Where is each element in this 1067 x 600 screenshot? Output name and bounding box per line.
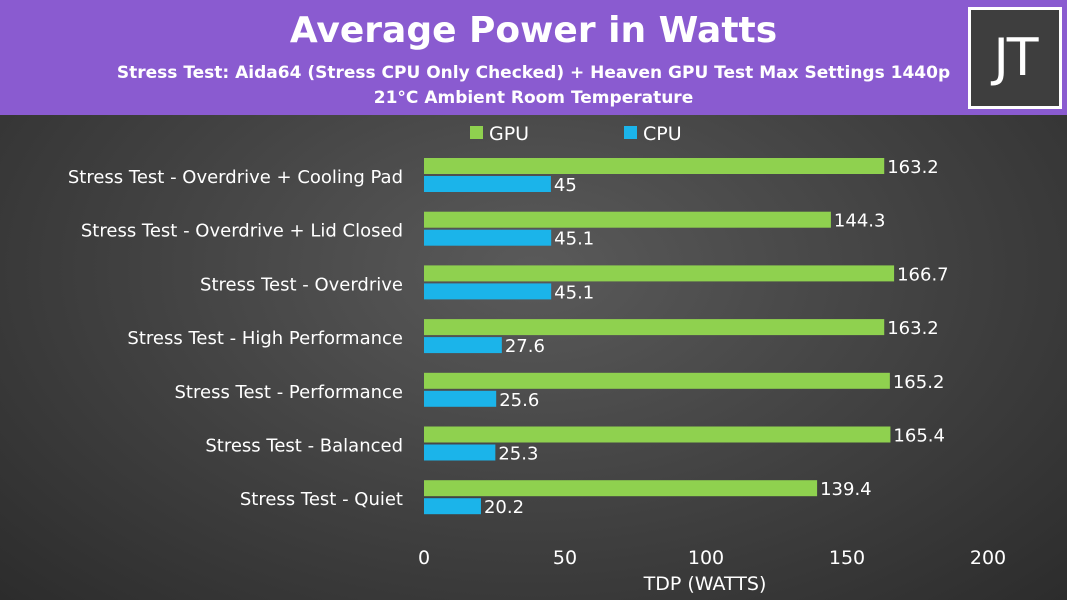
gpu-data-label: 139.4 — [820, 479, 872, 500]
jt-logo: JT — [968, 7, 1062, 109]
category-label: Stress Test - High Performance — [127, 328, 403, 349]
x-tick-label: 100 — [688, 547, 724, 569]
category-label: Stress Test - Overdrive — [200, 274, 403, 295]
chart-subtitle-temperature: 21°C Ambient Room Temperature — [373, 88, 694, 108]
gpu-data-label: 144.3 — [834, 211, 886, 232]
chart-title: Average Power in Watts — [289, 10, 778, 51]
cpu-data-label: 45.1 — [554, 282, 594, 303]
category-label: Stress Test - Balanced — [205, 436, 403, 457]
gpu-bar — [424, 265, 895, 282]
cpu-data-label: 45.1 — [554, 229, 594, 250]
gpu-bar — [424, 480, 818, 497]
cpu-bar — [424, 229, 552, 246]
gpu-data-label: 165.4 — [893, 426, 945, 447]
cpu-bar — [424, 498, 481, 515]
legend-swatch-gpu — [470, 126, 483, 139]
cpu-data-label: 27.6 — [505, 336, 545, 357]
cpu-data-label: 45 — [554, 175, 577, 196]
legend-label-gpu: GPU — [489, 123, 529, 145]
chart-subtitle: Stress Test: Aida64 (Stress CPU Only Che… — [116, 63, 951, 83]
x-tick-label: 50 — [553, 547, 577, 569]
gpu-data-label: 163.2 — [887, 318, 939, 339]
gpu-bar — [424, 426, 891, 443]
gpu-bar — [424, 211, 831, 228]
gpu-data-label: 165.2 — [893, 372, 945, 393]
gpu-data-label: 163.2 — [887, 157, 939, 178]
cpu-bar — [424, 337, 502, 354]
gpu-bar — [424, 158, 885, 174]
category-label: Stress Test - Overdrive + Lid Closed — [81, 221, 403, 242]
cpu-data-label: 20.2 — [484, 497, 524, 518]
x-axis-title: TDP (WATTS) — [643, 573, 767, 595]
cpu-bar — [424, 283, 552, 300]
x-tick-label: 200 — [970, 547, 1006, 569]
legend-swatch-cpu — [624, 126, 637, 139]
category-label: Stress Test - Overdrive + Cooling Pad — [68, 167, 403, 188]
category-label: Stress Test - Quiet — [240, 489, 403, 510]
cpu-data-label: 25.6 — [499, 390, 539, 411]
cpu-data-label: 25.3 — [498, 444, 538, 465]
x-tick-label: 0 — [418, 547, 430, 569]
gpu-bar — [424, 372, 890, 389]
cpu-bar — [424, 390, 497, 407]
gpu-data-label: 166.7 — [897, 264, 949, 285]
legend-label-cpu: CPU — [643, 123, 682, 145]
gpu-bar — [424, 319, 885, 336]
chart-header: Average Power in Watts Stress Test: Aida… — [0, 0, 1067, 115]
x-tick-label: 150 — [829, 547, 865, 569]
category-label: Stress Test - Performance — [175, 382, 404, 403]
cpu-bar — [424, 176, 551, 192]
cpu-bar — [424, 444, 496, 461]
